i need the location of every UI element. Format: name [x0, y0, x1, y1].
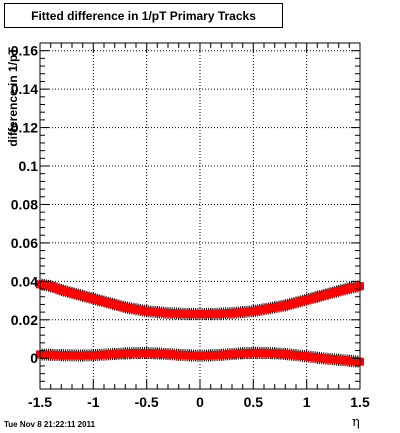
tick-labels: -1.5 -1 -0.5 0 0.5 1 1.5 0 0.02 0.04 0.06 0.08 0.1 0.… — [11, 43, 370, 410]
y-tick-label: 0.06 — [11, 235, 38, 251]
y-tick-label: 0.14 — [11, 81, 38, 97]
y-tick-label: 0.02 — [11, 312, 38, 328]
y-tick-label: 0.08 — [11, 196, 38, 212]
y-tick-label: 0 — [30, 350, 38, 366]
x-tick-label: 0 — [196, 394, 204, 410]
y-tick-label: 0.1 — [19, 158, 39, 174]
y-tick-label: 0.16 — [11, 43, 38, 59]
timestamp: Tue Nov 8 21:22:11 2011 — [4, 420, 96, 429]
y-axis-label: difference in 1/pT — [6, 47, 20, 147]
chart-title: Fitted difference in 1/pT Primary Tracks — [31, 8, 256, 23]
data-series — [36, 278, 364, 368]
y-tick-label: 0.04 — [11, 273, 38, 289]
x-tick-label: -0.5 — [135, 394, 159, 410]
x-axis-label: η — [352, 415, 360, 430]
series-0 — [36, 278, 364, 321]
x-tick-label: 1.5 — [350, 394, 370, 410]
x-tick-label: -1.5 — [28, 394, 52, 410]
series-1 — [36, 346, 364, 368]
y-tick-label: 0.12 — [11, 120, 38, 136]
x-tick-label: 1 — [303, 394, 311, 410]
axis-ticks — [39, 42, 361, 390]
x-tick-label: -1 — [87, 394, 100, 410]
grid — [40, 43, 360, 389]
chart-title-box: Fitted difference in 1/pT Primary Tracks — [4, 3, 283, 28]
x-tick-label: 0.5 — [244, 394, 264, 410]
